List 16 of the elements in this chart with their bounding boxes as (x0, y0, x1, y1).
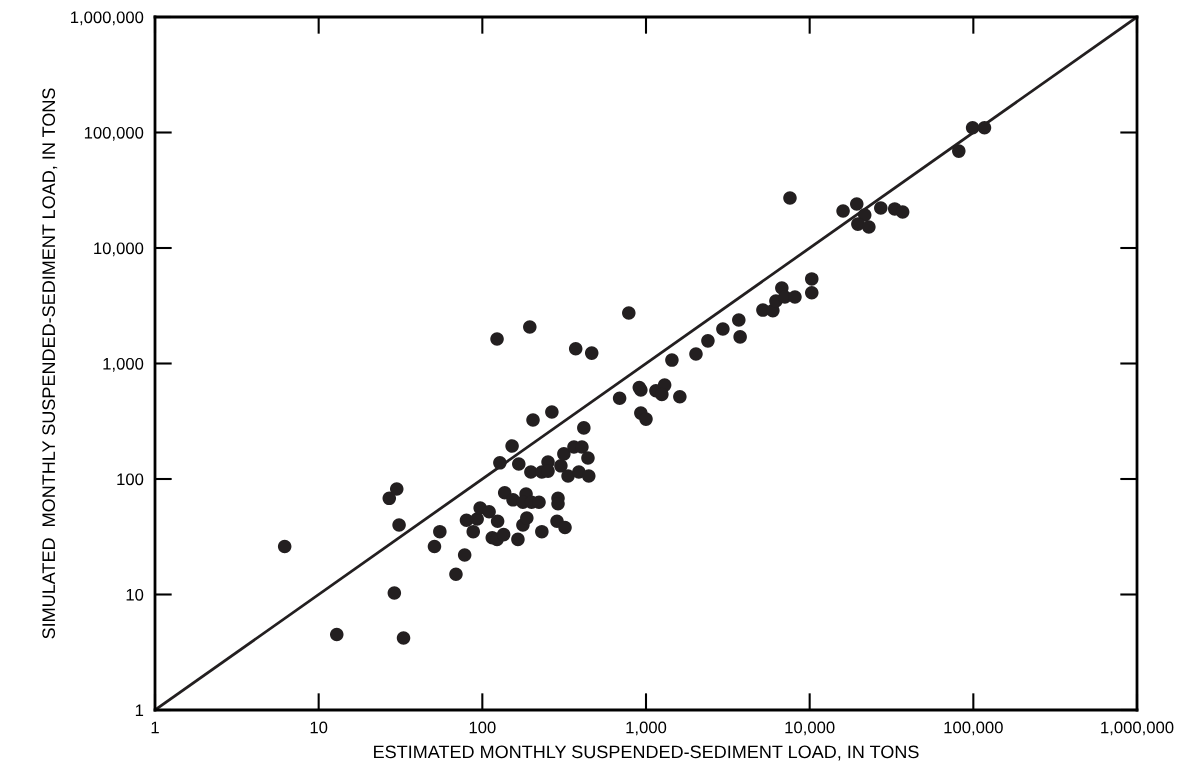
y-tick-label: 100,000 (84, 126, 144, 141)
y-tick-label: 10 (126, 588, 144, 601)
y-tick-label: 1,000 (103, 357, 144, 372)
y-axis-title: SIMULATED MONTHLY SUSPENDED-SEDIMENT LOAD, IN TONS (42, 88, 58, 639)
y-tick-label: 1 (135, 704, 144, 717)
x-tick-label: 100 (469, 721, 496, 734)
y-tick-label: 100 (117, 473, 144, 486)
x-tick-label: 1 (151, 721, 159, 734)
x-tick-label: 1,000,000 (1101, 721, 1174, 736)
y-tick-label: 10,000 (94, 242, 144, 257)
y-tick-label: 1,000,000 (71, 11, 144, 26)
x-tick-label: 100,000 (944, 721, 1003, 736)
x-tick-label: 10 (310, 721, 328, 734)
x-tick-label: 1,000 (626, 721, 667, 736)
x-axis-title: ESTIMATED MONTHLY SUSPENDED-SEDIMENT LOAD, IN TONS (374, 745, 919, 761)
x-tick-label: 10,000 (785, 721, 835, 736)
